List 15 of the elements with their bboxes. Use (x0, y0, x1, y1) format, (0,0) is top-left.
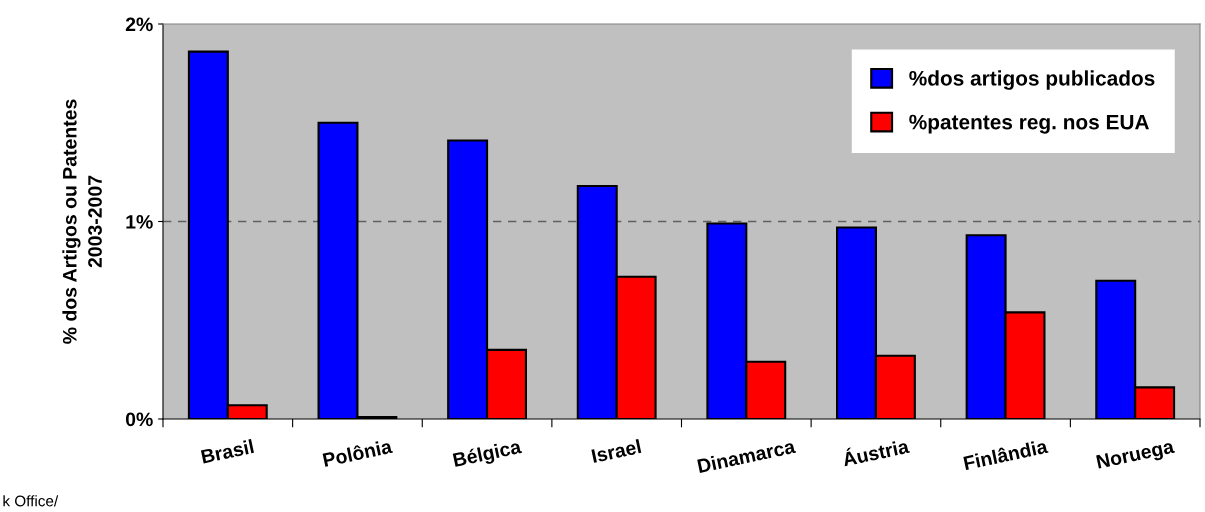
x-tick-label: Dinamarca (697, 438, 797, 474)
y-tick-label: 1% (126, 215, 153, 229)
legend-label: %patentes reg. nos EUA (909, 114, 1149, 134)
x-tick-label: Noruega (1096, 439, 1176, 473)
x-tick-label: Finlândia (963, 438, 1049, 471)
y-axis-title: % dos Artigos ou Patentes 2003-2007 (62, 99, 102, 344)
x-tick-label: Áustria (841, 435, 910, 467)
x-tick-label: Bélgica (452, 438, 523, 471)
x-tick-label: Israel (591, 439, 642, 464)
y-tick-label: 0% (125, 412, 153, 427)
x-tick-label: Brasil (200, 439, 254, 464)
y-tick-label: 2% (125, 17, 153, 32)
x-tick-label: Polônia (322, 438, 393, 468)
legend-label: %dos artigos publicados (909, 70, 1155, 90)
text: k Office/ (3, 495, 59, 507)
